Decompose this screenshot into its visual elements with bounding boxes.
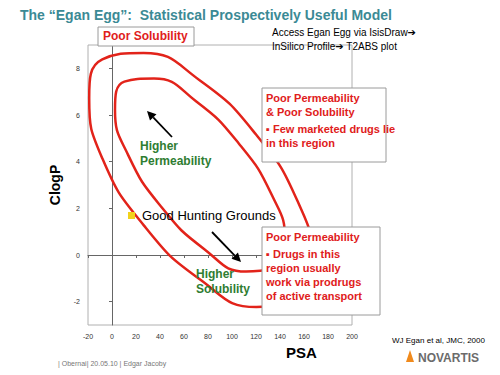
svg-text:-20: -20 <box>83 333 93 340</box>
svg-text:40: 40 <box>156 333 164 340</box>
svg-text:160: 160 <box>298 333 310 340</box>
svg-text:120: 120 <box>250 333 262 340</box>
svg-text:NOVARTIS: NOVARTIS <box>418 351 479 365</box>
svg-text:Poor Permeability: Poor Permeability <box>266 231 360 243</box>
svg-text:The “Egan Egg”: Statistical P: The “Egan Egg”: Statistical Prospectivel… <box>20 7 392 23</box>
svg-text:140: 140 <box>274 333 286 340</box>
svg-text:▪ Drugs in this: ▪ Drugs in this <box>266 248 340 260</box>
svg-text:2: 2 <box>76 205 80 212</box>
svg-text:work via prodrugs: work via prodrugs <box>265 276 361 288</box>
svg-text:Permeability: Permeability <box>140 154 212 168</box>
svg-text:| Obernai| 20.05.10 | Edgar Ja: | Obernai| 20.05.10 | Edgar Jacoby <box>58 360 167 368</box>
svg-text:PSA: PSA <box>286 344 317 361</box>
svg-text:-2: -2 <box>74 298 80 305</box>
svg-text:Poor Permeability: Poor Permeability <box>266 92 360 104</box>
svg-text:100: 100 <box>226 333 238 340</box>
svg-text:6: 6 <box>76 112 80 119</box>
svg-text:180: 180 <box>322 333 334 340</box>
svg-text:Good Hunting Grounds: Good Hunting Grounds <box>142 208 276 223</box>
svg-text:80: 80 <box>204 333 212 340</box>
svg-text:Access Egan Egg via IsisDraw➔: Access Egan Egg via IsisDraw➔ <box>272 27 416 38</box>
svg-text:20: 20 <box>132 333 140 340</box>
svg-text:8: 8 <box>76 65 80 72</box>
svg-text:in this region: in this region <box>266 137 335 149</box>
svg-text:ClogP: ClogP <box>47 165 63 205</box>
svg-text:InSilico Profile➔ T2ABS plot: InSilico Profile➔ T2ABS plot <box>272 41 397 52</box>
svg-text:region usually: region usually <box>266 262 341 274</box>
svg-text:▪ Few marketed drugs lie: ▪ Few marketed drugs lie <box>266 123 395 135</box>
svg-text:0: 0 <box>110 333 114 340</box>
svg-text:& Poor Solubility: & Poor Solubility <box>266 106 355 118</box>
svg-text:60: 60 <box>180 333 188 340</box>
svg-text:4: 4 <box>76 158 80 165</box>
svg-text:200: 200 <box>346 333 358 340</box>
svg-text:0: 0 <box>76 252 80 259</box>
svg-text:Solubility: Solubility <box>196 282 250 296</box>
svg-text:Higher: Higher <box>140 139 178 153</box>
svg-text:WJ Egan et al, JMC, 2000: WJ Egan et al, JMC, 2000 <box>392 336 485 345</box>
svg-text:of active transport: of active transport <box>266 290 362 302</box>
svg-text:Higher: Higher <box>196 267 234 281</box>
svg-text:Poor Solubility: Poor Solubility <box>103 29 188 43</box>
